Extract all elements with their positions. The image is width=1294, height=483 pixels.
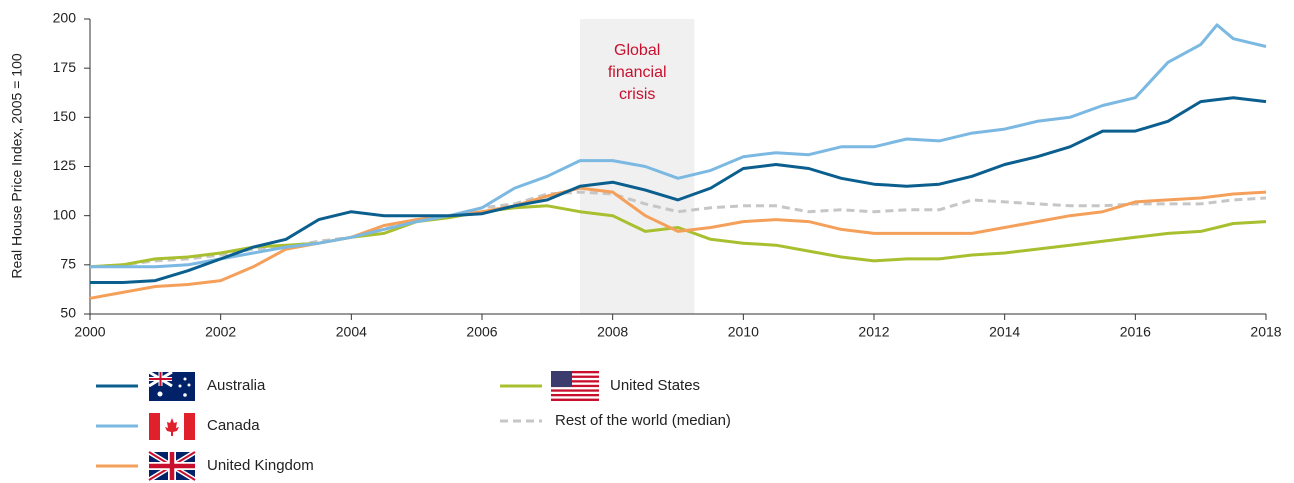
x-tick-label: 2000 [74, 324, 105, 340]
x-tick-label: 2014 [989, 324, 1020, 340]
legend-label: Canada [207, 417, 260, 434]
legend-label: Rest of the world (median) [555, 412, 731, 429]
y-tick-label: 125 [53, 157, 77, 173]
flag-australia [148, 370, 195, 401]
y-tick-label: 50 [60, 305, 76, 321]
legend-label: United States [610, 377, 700, 394]
annotation-text: Global [614, 42, 660, 59]
y-tick-label: 200 [53, 10, 77, 26]
legend-label: United Kingdom [207, 457, 314, 474]
x-tick-label: 2006 [466, 324, 497, 340]
y-axis-label: Real House Price Index, 2005 = 100 [9, 53, 25, 279]
x-tick-label: 2004 [336, 324, 367, 340]
series-line [89, 186, 1267, 300]
x-tick-label: 2010 [728, 324, 759, 340]
series-line [89, 204, 1267, 269]
flag-us [551, 371, 599, 401]
y-tick-label: 175 [53, 59, 77, 75]
annotation-text: crisis [619, 86, 655, 103]
y-tick-label: 100 [53, 206, 77, 222]
x-tick-label: 2002 [205, 324, 236, 340]
x-tick-label: 2012 [858, 324, 889, 340]
x-tick-label: 2008 [597, 324, 628, 340]
series-line [90, 23, 1267, 269]
y-tick-label: 150 [53, 108, 77, 124]
x-tick-label: 2016 [1120, 324, 1151, 340]
flag-canada [149, 413, 195, 440]
legend-label: Australia [207, 377, 266, 394]
flag-uk [147, 449, 197, 483]
series-line [90, 96, 1267, 284]
y-tick-label: 75 [60, 256, 76, 272]
x-tick-label: 2018 [1250, 324, 1281, 340]
annotation-text: financial [608, 64, 667, 81]
